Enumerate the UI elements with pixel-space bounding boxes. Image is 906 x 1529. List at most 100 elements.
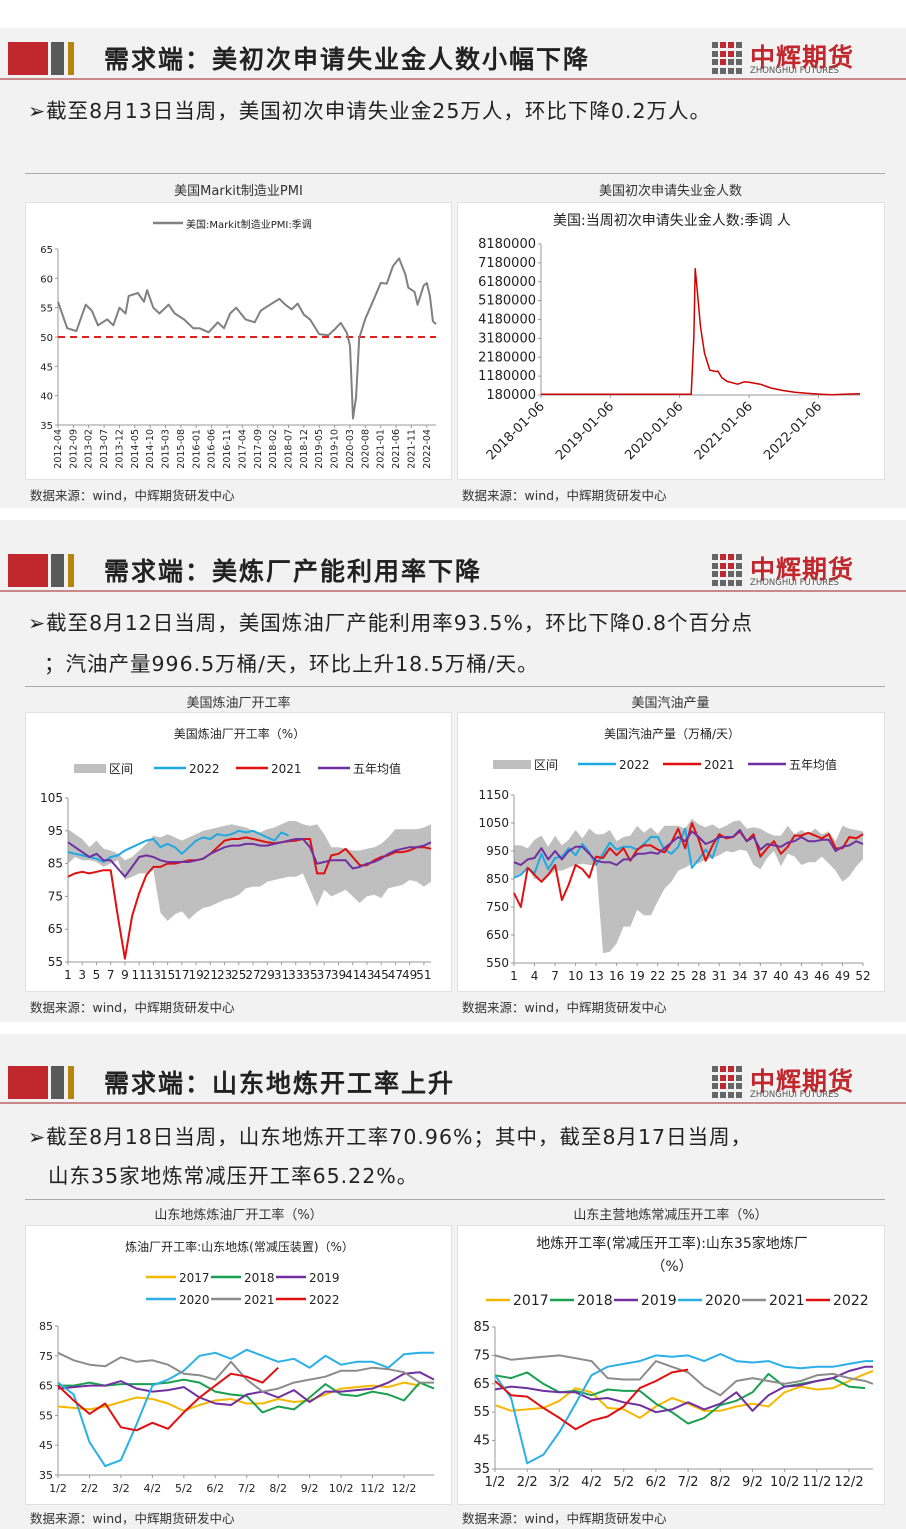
x-tick-label: 41 [345, 968, 360, 982]
y-tick-label: 95 [48, 824, 63, 838]
x-tick-label: 49 [835, 969, 850, 983]
x-tick-label: 2014-05 [130, 429, 141, 469]
x-tick-label: 40 [773, 969, 788, 983]
x-tick-label: 5/2 [613, 1475, 634, 1490]
x-tick-label: 2016-01 [191, 429, 202, 469]
y-tick-label: 75 [48, 889, 63, 903]
header-divider [0, 78, 906, 80]
x-tick-label: 15 [160, 968, 175, 982]
x-tick-label: 1 [510, 969, 518, 983]
y-tick-label: 650 [486, 928, 509, 942]
series-line-2017 [57, 1381, 420, 1412]
section-title: 需求端：美炼厂产能利用率下降 [104, 557, 483, 586]
y-tick-label: 65 [39, 1380, 53, 1393]
x-tick-label: 49 [402, 968, 417, 982]
x-tick-label: 46 [814, 969, 829, 983]
x-tick-label: 35 [302, 968, 317, 982]
logo-text-en: ZHONGHUI FUTURES [750, 1090, 839, 1100]
x-tick-label: 2019-05 [314, 429, 325, 469]
header-divider [0, 1102, 906, 1104]
x-tick-label: 2022-04 [422, 429, 433, 469]
x-tick-label: 9 [121, 968, 129, 982]
x-tick-label: 2/2 [517, 1475, 538, 1490]
chart-title: 美国炼油厂开工率（%） [174, 726, 305, 741]
legend-label: 2021 [704, 758, 735, 772]
series-line-五年均值 [513, 829, 864, 866]
series-line-2022 [494, 1368, 689, 1431]
x-tick-label: 2020-01-06 [622, 399, 686, 463]
y-tick-label: 35 [473, 1462, 490, 1477]
y-tick-label: 1150 [478, 788, 509, 802]
x-tick-label: 19 [630, 969, 645, 983]
x-tick-label: 27 [245, 968, 260, 982]
logo-grid-icon [712, 1066, 742, 1098]
chart-panel-refinery-utilization: 美国炼油厂开工率（%） 55 65 75 85 95 105 1 3 5 7 9 11 13 15 17 19 2… [25, 712, 452, 992]
series-line-2022 [513, 827, 721, 879]
chart-panel-gasoline-output: 美国汽油产量（万桶/天） 550 650 750 850 950 1050 1150 1 4 7 10… [457, 712, 885, 992]
chart-panel-pmi: 35 40 45 50 55 60 65 2012-04 2012-09 2013-02 2013-… [25, 202, 452, 480]
series-line-2021 [57, 1351, 434, 1393]
y-tick-label: 45 [40, 362, 53, 373]
x-tick-label: 2013-02 [84, 429, 95, 469]
data-source: 数据来源：wind，中辉期货研发中心 [462, 1511, 667, 1526]
caption-divider [25, 1199, 885, 1200]
range-band [68, 821, 431, 921]
chart-title: 地炼开工率(常减压开工率):山东35家地炼厂 [536, 1235, 807, 1252]
data-source: 数据来源：wind，中辉期货研发中心 [30, 488, 235, 503]
y-tick-label: 3180000 [478, 331, 536, 346]
x-tick-label: 8/2 [269, 1482, 287, 1495]
x-tick-label: 2012-09 [68, 429, 79, 469]
x-tick-label: 6/2 [645, 1475, 666, 1490]
legend-label: 区间 [109, 762, 133, 776]
y-tick-label: 45 [39, 1439, 53, 1452]
x-tick-label: 6/2 [206, 1482, 224, 1495]
chart-panel-claims: 美国:当周初次申请失业金人数:季调 人 180000 1180000 2180000 3… [457, 202, 885, 480]
x-tick-label: 2020-08 [360, 429, 371, 469]
x-tick-label: 47 [388, 968, 403, 982]
x-tick-label: 10/2 [770, 1475, 799, 1490]
y-tick-label: 550 [486, 956, 509, 970]
brand-logo: 中辉期货 ZHONGHUI FUTURES [712, 40, 862, 76]
x-tick-label: 52 [855, 969, 870, 983]
y-tick-label: 55 [40, 304, 53, 315]
x-tick-label: 2017-04 [237, 429, 248, 469]
header-gray-block [51, 554, 64, 587]
series-line-2017 [494, 1370, 874, 1419]
logo-text-cn: 中辉期货 [750, 555, 855, 584]
legend-label: 2018 [244, 1271, 275, 1285]
x-tick-label: 4/2 [581, 1475, 602, 1490]
x-tick-label: 2014-10 [145, 429, 156, 469]
y-tick-label: 2180000 [478, 350, 536, 365]
legend-label: 五年均值 [789, 757, 837, 772]
section-title: 需求端：美初次申请失业金人数小幅下降 [104, 45, 591, 74]
x-tick-label: 2012-04 [53, 429, 64, 469]
series-line-2018 [58, 1378, 435, 1414]
logo-grid-icon [712, 554, 742, 586]
caption-divider [25, 686, 885, 687]
x-tick-label: 31 [712, 969, 727, 983]
y-tick-label: 850 [486, 872, 509, 886]
legend-swatch-band [493, 760, 531, 769]
x-tick-label: 7/2 [678, 1475, 699, 1490]
y-tick-label: 7180000 [478, 256, 536, 271]
legend-label: 2022 [833, 1293, 869, 1309]
x-tick-label: 29 [260, 968, 275, 982]
y-tick-label: 55 [39, 1409, 53, 1422]
logo-text-cn: 中辉期货 [750, 1067, 855, 1096]
range-band [514, 818, 863, 954]
x-tick-label: 25 [231, 968, 246, 982]
legend-label: 2019 [309, 1271, 340, 1285]
x-tick-label: 12/2 [392, 1482, 417, 1495]
x-tick-label: 2013-07 [99, 429, 110, 469]
x-tick-label: 37 [753, 969, 768, 983]
header-gray-block [51, 1066, 64, 1099]
x-tick-label: 3/2 [549, 1475, 570, 1490]
x-tick-label: 4 [531, 969, 539, 983]
x-tick-label: 13 [588, 969, 603, 983]
x-tick-label: 12/2 [834, 1475, 863, 1490]
x-tick-label: 43 [359, 968, 374, 982]
x-tick-label: 2019-10 [330, 429, 341, 469]
x-tick-label: 7 [551, 969, 559, 983]
x-tick-label: 9/2 [301, 1482, 319, 1495]
chart-shandong-refinery-rate: 炼油厂开工率:山东地炼(常减压装置)（%） 35 45 55 65 75 85 1/2 2/2 3… [39, 1239, 435, 1495]
